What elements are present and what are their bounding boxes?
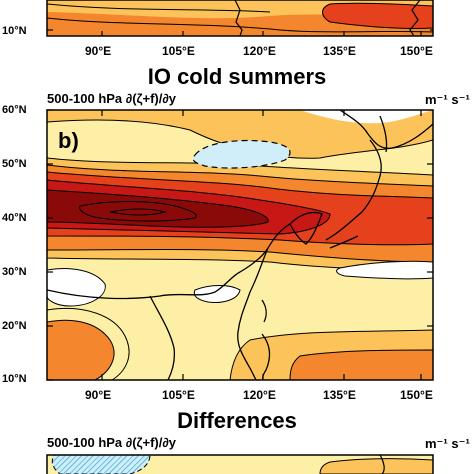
middle-map-frame: [46, 109, 434, 381]
lat-label-50n: 50°N: [2, 158, 27, 170]
coastline-korea: [289, 211, 323, 245]
top-map: [46, 0, 434, 37]
bottom-panel-units: m⁻¹ s⁻¹: [425, 436, 470, 451]
yellow-southwest: [47, 307, 130, 380]
lon-label-150e: 150°E: [400, 388, 433, 402]
bottom-coastline: [379, 455, 385, 474]
lon-label-120e: 120°E: [243, 388, 276, 402]
core-contour-center: [109, 208, 167, 216]
middle-panel-units: m⁻¹ s⁻¹: [425, 92, 470, 107]
top-lon-label-120e: 120°E: [243, 44, 276, 58]
bottom-hatched-negative: [51, 455, 151, 474]
white-patch-east: [336, 260, 433, 280]
coastline-indochina: [149, 295, 176, 380]
middle-panel-subtitle: 500-100 hPa ∂(ζ+f)/∂y: [47, 91, 177, 106]
coastline-china: [47, 223, 291, 380]
top-lat-label-10n: 10°N: [2, 25, 27, 37]
lat-label-20n: 20°N: [2, 320, 27, 332]
top-lon-label-90e: 90°E: [85, 44, 112, 58]
bottom-orange-patch: [319, 458, 433, 474]
white-patch-south: [193, 285, 241, 303]
lon-label-105e: 105°E: [162, 388, 195, 402]
panel-label-b: b): [58, 128, 79, 153]
coastline-taiwan: [261, 299, 267, 323]
bottom-map-frame: [46, 454, 434, 474]
bottom-panel-subtitle: 500-100 hPa ∂(ζ+f)/∂y: [47, 435, 177, 450]
middle-map-ticks: [47, 109, 433, 381]
lat-label-30n: 30°N: [2, 266, 27, 278]
core-contour-inner: [79, 201, 197, 222]
lat-label-10n: 10°N: [2, 373, 27, 385]
top-lon-label-105e: 105°E: [162, 44, 195, 58]
top-lon-label-150e: 150°E: [400, 44, 433, 58]
top-panel: 10°N 90°E 105°E 120°E 135°E 150°E: [0, 0, 474, 70]
coastline-japan: [325, 139, 382, 249]
lon-label-135e: 135°E: [323, 388, 356, 402]
orange-southwest: [47, 319, 115, 380]
middle-panel-title: IO cold summers: [147, 64, 327, 89]
light-blue-negative: [192, 139, 291, 169]
coastline-sakhalin: [379, 115, 388, 153]
lat-label-60n: 60°N: [2, 104, 27, 116]
top-lon-label-135e: 135°E: [323, 44, 356, 58]
lon-label-90e: 90°E: [85, 388, 112, 402]
northern-white-patch: [47, 110, 433, 124]
lat-label-40n: 40°N: [2, 212, 27, 224]
bottom-panel-title: Differences: [177, 408, 297, 433]
orange-southeast-inner: [289, 349, 433, 380]
coastline-russia-east: [339, 110, 433, 149]
